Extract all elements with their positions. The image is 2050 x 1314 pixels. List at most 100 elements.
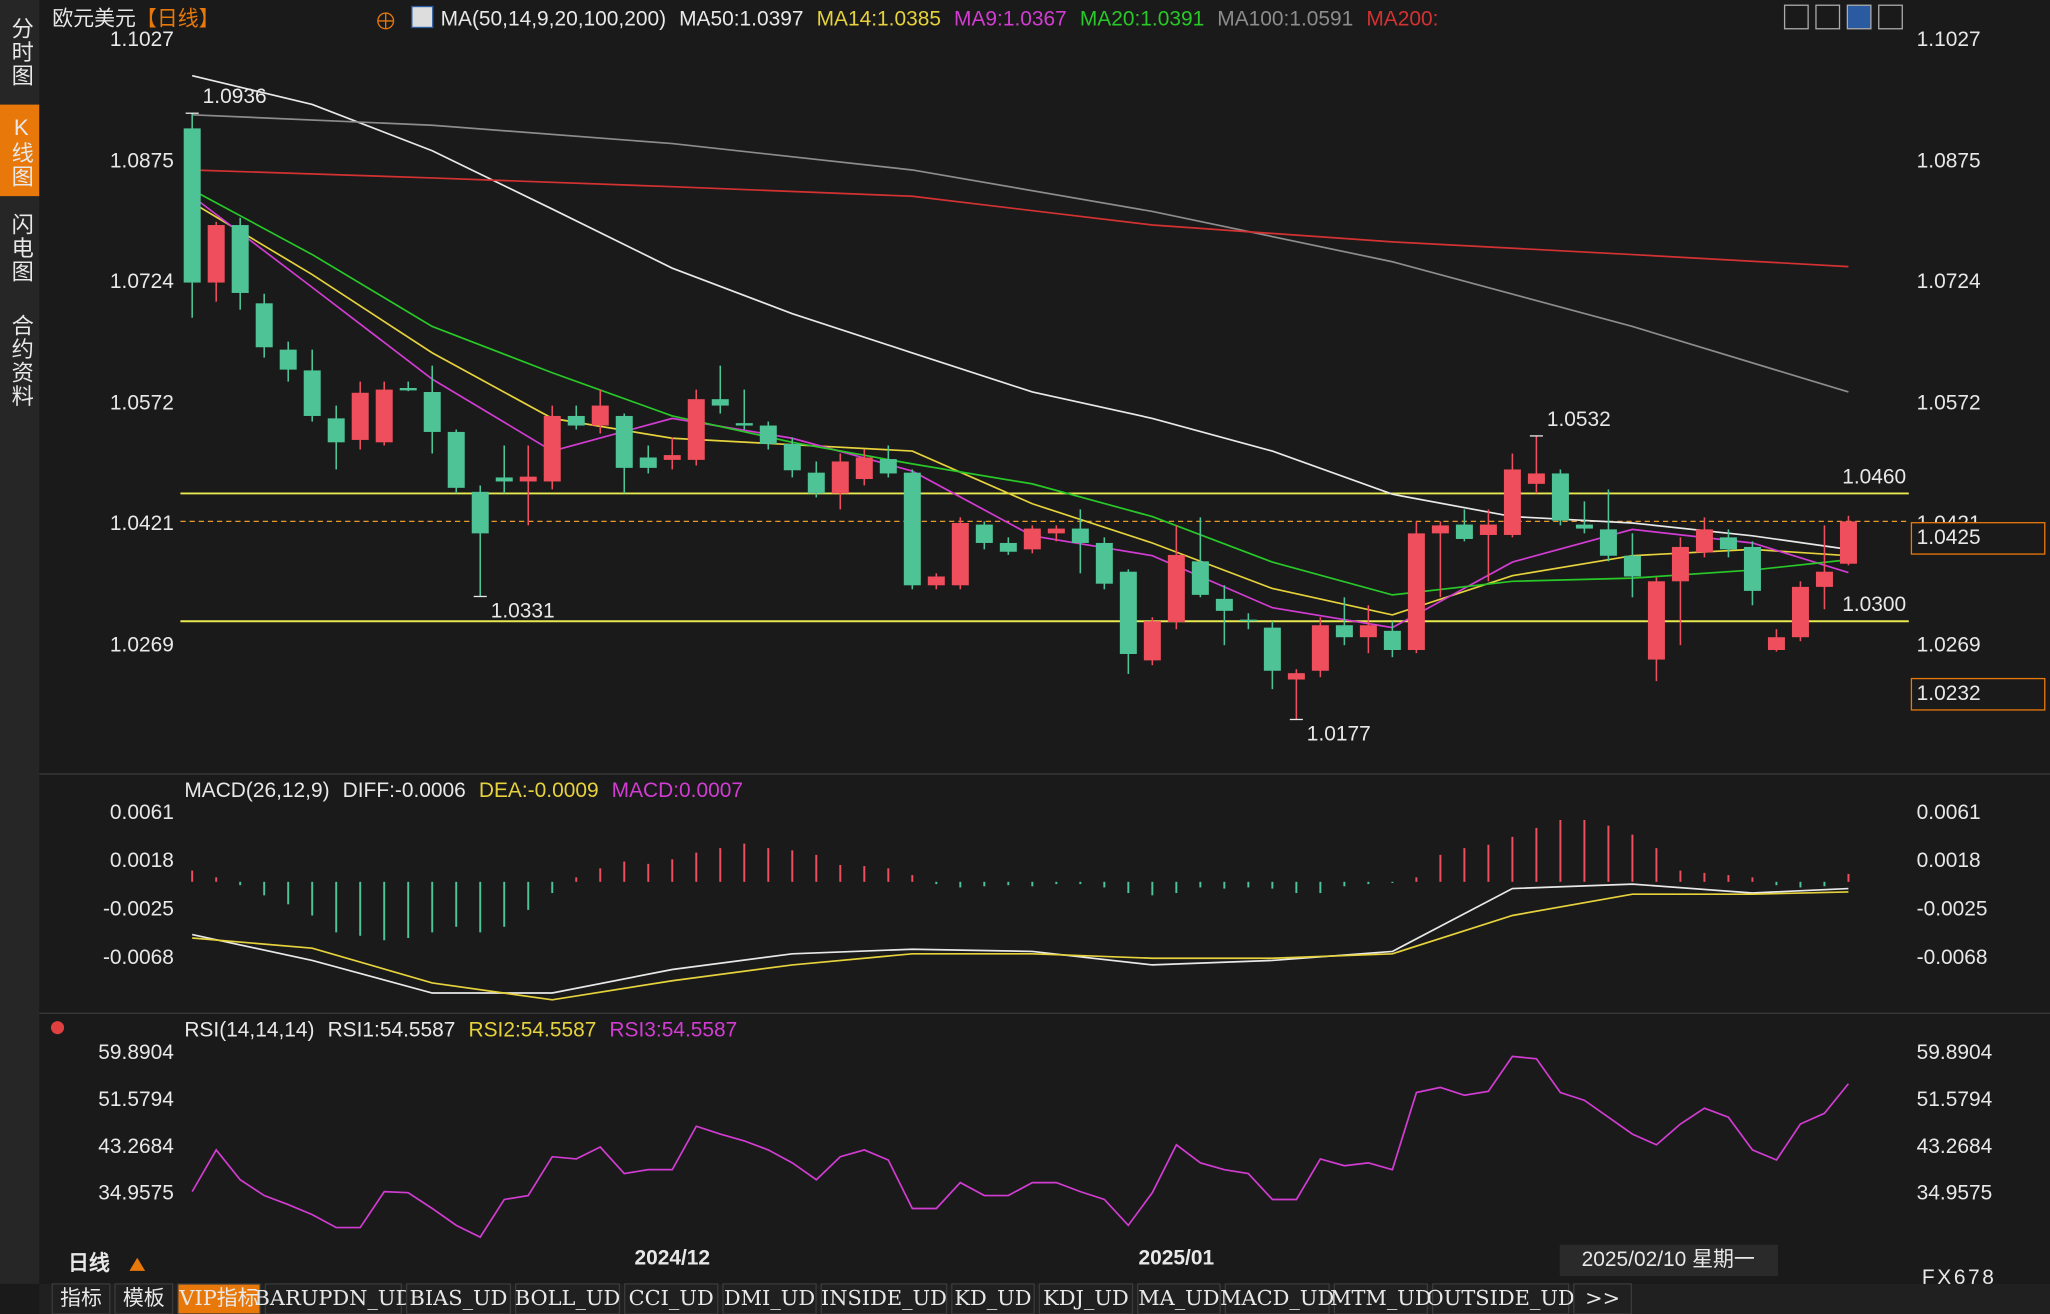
candle-body: [951, 522, 969, 586]
tab-label[interactable]: KDJ_UD: [1043, 1286, 1129, 1310]
sidebar-active: [0, 104, 40, 197]
tab[interactable]: [722, 1283, 817, 1314]
candle-body: [1455, 524, 1473, 539]
y-tick-label: 51.5794: [98, 1088, 174, 1111]
candle-body: [1407, 533, 1425, 650]
candle-body: [975, 524, 993, 543]
candle-body: [1671, 546, 1689, 582]
candle-body: [1143, 621, 1161, 661]
tab-label[interactable]: MA_UD: [1138, 1286, 1219, 1310]
legend-entry: MA100:1.0591: [1217, 7, 1353, 30]
candle-body: [1095, 542, 1113, 584]
sidebar-item[interactable]: 分时图: [9, 17, 34, 88]
candle-body: [1383, 630, 1401, 650]
candle-body: [1071, 528, 1089, 543]
tab-label[interactable]: INSIDE_UD: [821, 1286, 947, 1310]
tab[interactable]: [114, 1283, 174, 1314]
tab[interactable]: [1038, 1283, 1134, 1314]
macd-line: [192, 891, 1849, 1001]
icon[interactable]: [1815, 4, 1841, 30]
tab[interactable]: [1431, 1283, 1570, 1314]
tab[interactable]: [1137, 1283, 1221, 1314]
period-label: 日线: [68, 1251, 110, 1275]
tab-label[interactable]: CCI_UD: [629, 1286, 714, 1310]
extreme-label: 1.0936: [203, 85, 267, 108]
tab-label[interactable]: 模板: [123, 1286, 165, 1310]
tab[interactable]: [405, 1283, 512, 1314]
sidebar-item[interactable]: K线图: [9, 115, 34, 188]
date-box: [1559, 1244, 1779, 1277]
sidebar-item[interactable]: 合约资料: [9, 313, 34, 408]
tab-label[interactable]: BOLL_UD: [515, 1286, 620, 1310]
candle-body: [207, 225, 225, 283]
candle-body: [327, 418, 345, 443]
tab-label[interactable]: >>: [1585, 1286, 1620, 1310]
candle-body: [1527, 473, 1545, 484]
toolbar-icons[interactable]: [1783, 4, 1903, 30]
y-tick-label: 43.2684: [98, 1135, 174, 1158]
tab[interactable]: [177, 1283, 261, 1314]
tab[interactable]: [951, 1283, 1035, 1314]
candle-body: [1791, 586, 1809, 638]
x-tick-label: 2024/12: [634, 1247, 710, 1270]
tab-label[interactable]: BARUPDN_UD: [254, 1286, 412, 1310]
y-tick-label-right: 51.5794: [1917, 1088, 1993, 1111]
legend-entry: MA9:1.0367: [954, 7, 1067, 30]
support-label: 1.0460: [1842, 465, 1906, 488]
y-tick-label: 1.0572: [110, 391, 174, 414]
tab-label[interactable]: KD_UD: [954, 1286, 1031, 1310]
candle-body: [1695, 529, 1713, 553]
tab-label[interactable]: OUTSIDE_UD: [1427, 1286, 1575, 1310]
y-tick-label-right: 1.0572: [1917, 391, 1981, 414]
icon[interactable]: [1783, 4, 1809, 30]
candle-body: [1647, 581, 1665, 660]
tab-label[interactable]: BIAS_UD: [410, 1286, 508, 1310]
icon[interactable]: [1846, 4, 1872, 30]
period-arrow[interactable]: [129, 1257, 146, 1271]
indicator-header: RSI(14,14,14) RSI1:54.5587 RSI2:54.5587 RSI…: [184, 1018, 737, 1041]
ma-line: [192, 169, 1849, 268]
candle-body: [879, 459, 897, 474]
candle-body: [471, 491, 489, 534]
support-label: 1.0300: [1842, 593, 1906, 616]
candle-body: [1263, 627, 1281, 671]
y-tick-label: 34.9575: [98, 1182, 174, 1205]
symbol-header: 欧元美元【日线】: [52, 7, 219, 30]
candle-body: [567, 415, 585, 426]
ma-line: [192, 113, 1849, 393]
y-tick-label: -0.0025: [103, 897, 174, 920]
extreme-label: 1.0177: [1307, 723, 1371, 746]
tab-label[interactable]: MACD_UD: [1220, 1286, 1334, 1310]
candle-body: [1575, 524, 1593, 529]
x-tick-label: 2025/01: [1139, 1247, 1215, 1270]
tab-label[interactable]: 指标: [60, 1286, 102, 1310]
icon[interactable]: [1878, 4, 1903, 30]
candle-body: [1167, 554, 1185, 623]
candle-body: [1047, 528, 1065, 534]
ma-line: [191, 74, 1849, 551]
candle-body: [1767, 637, 1785, 650]
candle-body: [783, 443, 801, 471]
candle-body: [1479, 524, 1497, 535]
tab[interactable]: [1333, 1283, 1429, 1314]
tab-label[interactable]: DMI_UD: [724, 1286, 815, 1310]
tab-label[interactable]: VIP指标: [178, 1286, 258, 1310]
period: 【日线】: [136, 7, 220, 30]
candle-body: [543, 415, 561, 482]
extreme-label: 1.0532: [1547, 408, 1611, 431]
candle-body: [183, 128, 201, 283]
indicator-label: DEA:-0.0009: [479, 779, 599, 802]
tab[interactable]: [1224, 1283, 1330, 1314]
tab[interactable]: [820, 1283, 948, 1314]
tab[interactable]: [514, 1283, 621, 1314]
tab[interactable]: [264, 1283, 403, 1314]
candle-body: [1359, 625, 1377, 638]
ma-header: MA(50,14,9,20,100,200) MA50:1.0397 MA14:1.…: [441, 7, 1439, 30]
tab[interactable]: [624, 1283, 719, 1314]
y-tick-label-right: 0.0061: [1917, 801, 1981, 824]
tab-label[interactable]: MTM_UD: [1330, 1286, 1432, 1310]
tab[interactable]: [51, 1283, 111, 1314]
sidebar-item[interactable]: 闪电图: [9, 213, 34, 284]
indicator-label: RSI1:54.5587: [328, 1018, 456, 1041]
tab[interactable]: [1573, 1283, 1633, 1314]
